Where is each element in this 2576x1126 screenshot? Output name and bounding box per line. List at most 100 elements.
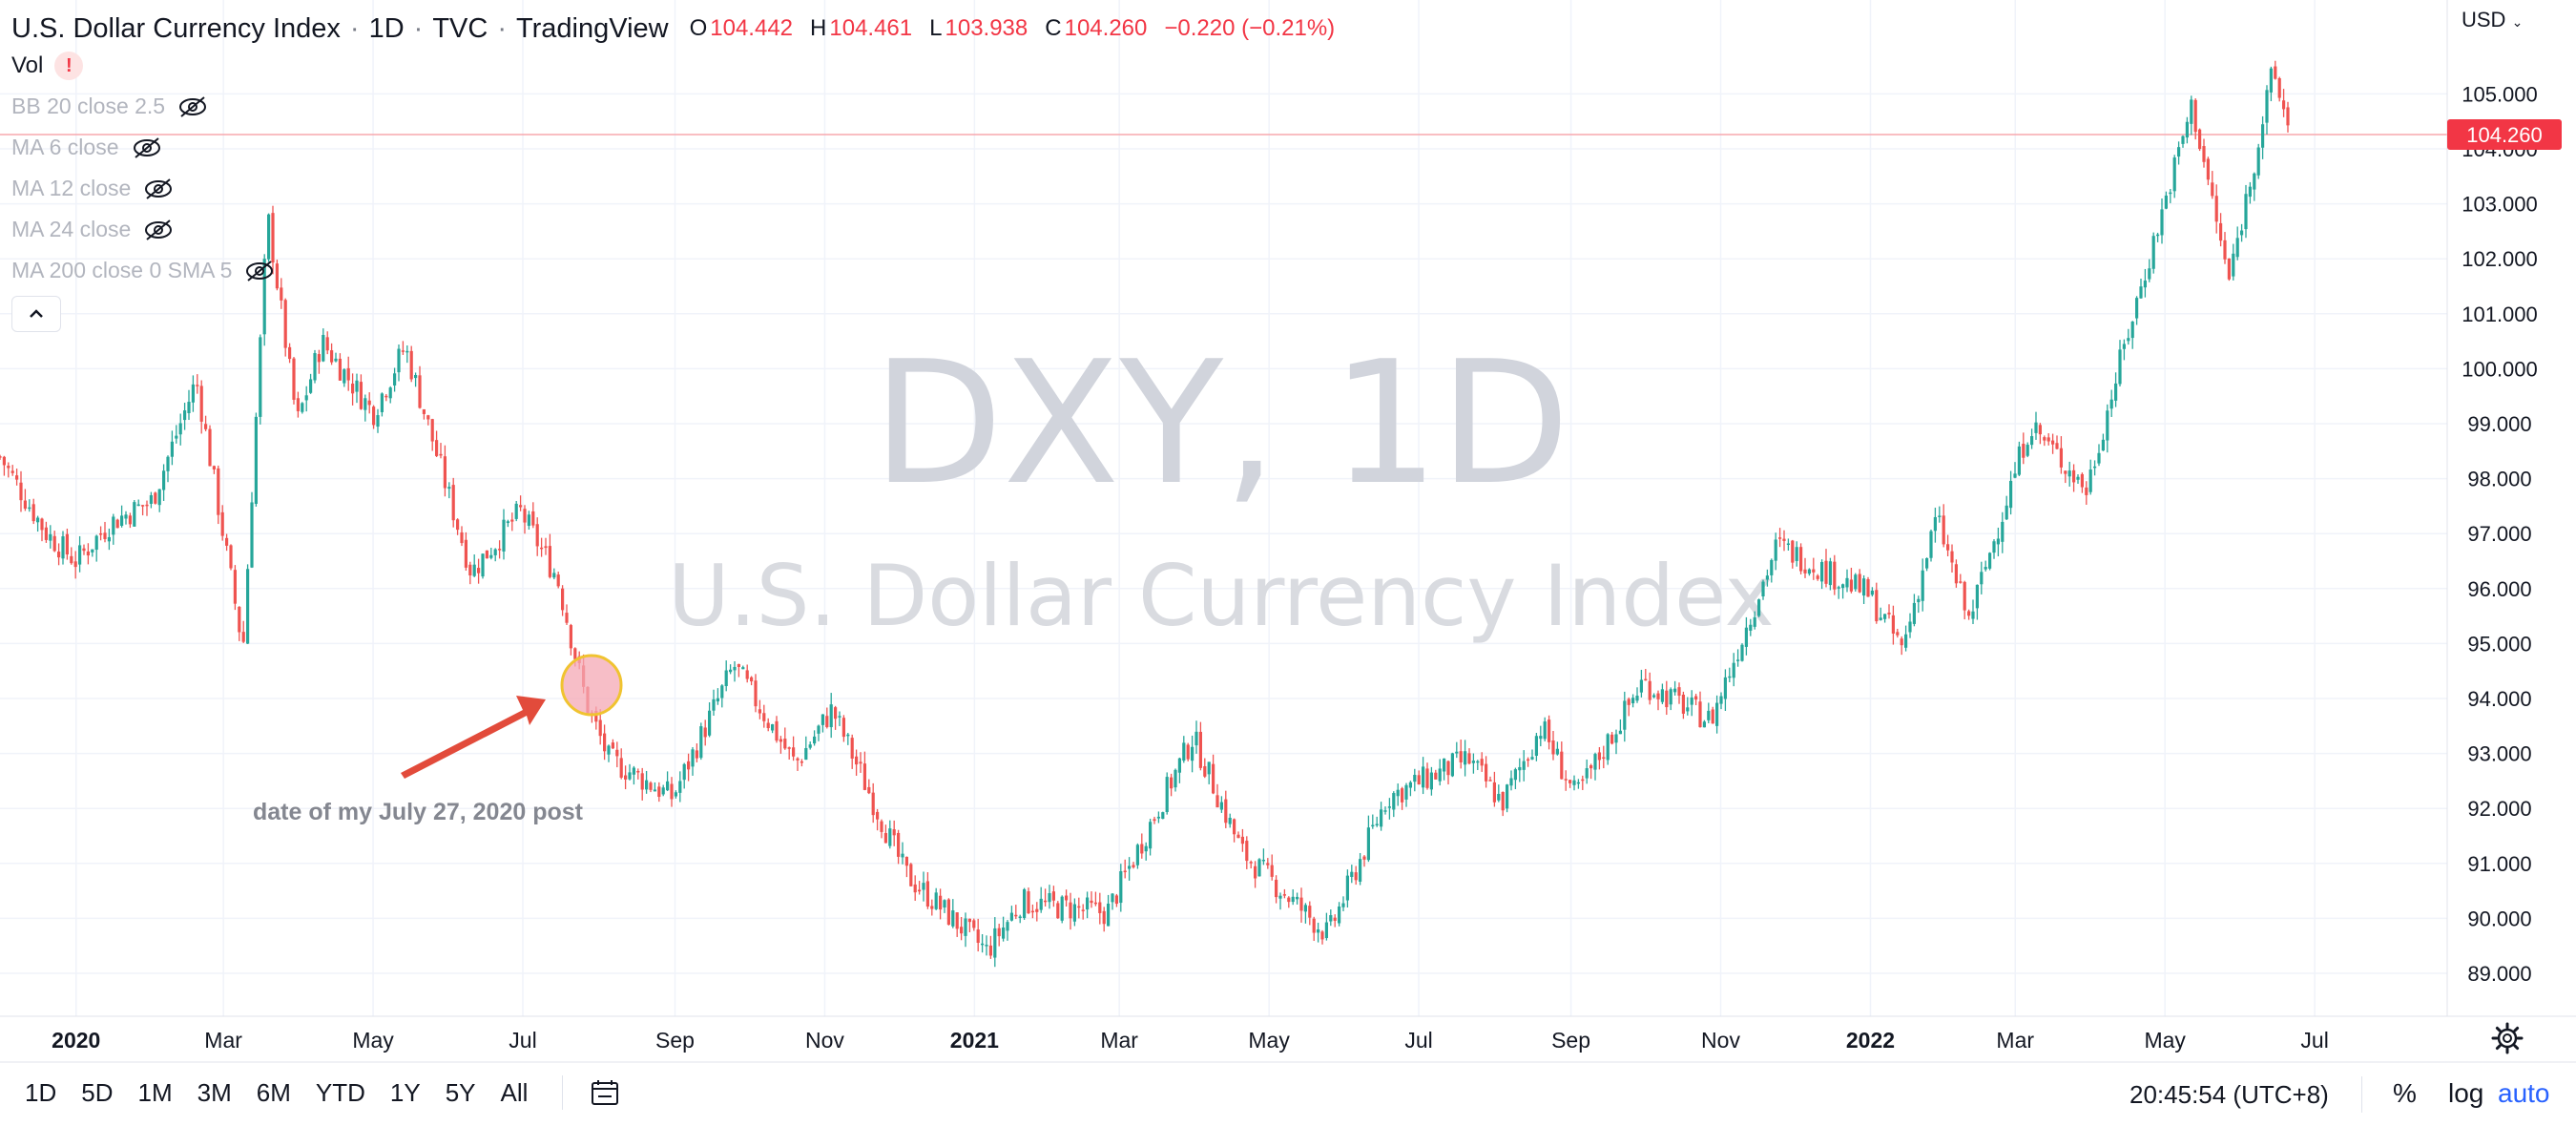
candle-body bbox=[1186, 744, 1190, 760]
candle-body bbox=[1317, 928, 1320, 933]
candle-body bbox=[1090, 900, 1093, 904]
candle-body bbox=[1614, 734, 1618, 743]
ohlc-values: O 104.442 H 104.461 L 103.938 C 104.260 −0.2… bbox=[690, 15, 1336, 42]
timeframe-5d[interactable]: 5D bbox=[81, 1077, 114, 1107]
time-axis[interactable]: 2020 Mar May Jul Sep Nov 2021 Mar May Jul Sep Nov 20… bbox=[52, 1028, 2329, 1053]
candle-body bbox=[1652, 695, 1656, 698]
candle-body bbox=[107, 536, 111, 542]
candle-body bbox=[57, 552, 61, 558]
legend-ma12[interactable]: MA 12 close bbox=[11, 176, 175, 201]
candle-body bbox=[1938, 515, 1942, 517]
candle-body bbox=[1002, 927, 1006, 939]
log-toggle[interactable]: log bbox=[2448, 1078, 2484, 1108]
candle-body bbox=[1564, 779, 1568, 781]
candle-body bbox=[2244, 194, 2248, 230]
hidden-eye-icon[interactable] bbox=[131, 136, 163, 159]
candle-body bbox=[645, 780, 649, 790]
candle-body bbox=[1639, 679, 1643, 693]
timeframe-1m[interactable]: 1M bbox=[137, 1077, 173, 1107]
price-axis[interactable]: 89.000 90.000 91.000 92.000 93.000 94.000 95.0… bbox=[2462, 82, 2538, 986]
candle-body bbox=[1527, 759, 1530, 761]
collapse-legend-button[interactable] bbox=[11, 296, 61, 332]
timeframe-1d[interactable]: 1D bbox=[25, 1077, 57, 1107]
hidden-eye-icon[interactable] bbox=[142, 177, 175, 200]
candle-body bbox=[2160, 209, 2164, 236]
candle-body bbox=[2005, 505, 2008, 520]
auto-scale-toggle[interactable]: auto bbox=[2498, 1078, 2550, 1108]
candle-body bbox=[1509, 778, 1513, 786]
hidden-eye-icon[interactable] bbox=[177, 95, 209, 118]
percent-toggle[interactable]: % bbox=[2393, 1078, 2417, 1108]
timeframe-1y[interactable]: 1Y bbox=[389, 1077, 421, 1107]
candle-body bbox=[883, 833, 887, 844]
candle-body bbox=[1123, 870, 1127, 873]
candle-body bbox=[1156, 816, 1160, 819]
candle-body bbox=[846, 734, 850, 737]
candle-body bbox=[1837, 587, 1840, 589]
candle-body bbox=[443, 456, 447, 489]
x-tick-label: May bbox=[1248, 1028, 1290, 1053]
candle-body bbox=[1207, 761, 1211, 775]
candle-body bbox=[1161, 812, 1165, 820]
candle-body bbox=[1669, 689, 1672, 705]
symbol-name[interactable]: U.S. Dollar Currency Index bbox=[11, 12, 341, 44]
candle-body bbox=[653, 789, 656, 792]
legend-vol[interactable]: Vol ! bbox=[11, 52, 84, 80]
candle-body bbox=[1702, 721, 1706, 728]
platform-label: TradingView bbox=[516, 12, 669, 44]
candle-body bbox=[1576, 782, 1580, 784]
candle-body bbox=[1740, 644, 1744, 661]
candle-body bbox=[535, 524, 539, 547]
candle-body bbox=[1610, 734, 1614, 744]
symbol-header[interactable]: U.S. Dollar Currency Index · 1D · TVC · … bbox=[11, 10, 1335, 48]
warning-icon[interactable]: ! bbox=[54, 52, 84, 80]
candle-body bbox=[149, 494, 153, 504]
legend-ma200[interactable]: MA 200 close 0 SMA 5 bbox=[11, 258, 276, 283]
candle-body bbox=[569, 625, 572, 649]
candle-body bbox=[976, 929, 980, 944]
candle-body bbox=[1413, 774, 1417, 782]
legend-ma24[interactable]: MA 24 close bbox=[11, 217, 175, 242]
candle-body bbox=[2013, 473, 2017, 478]
vol-label: Vol bbox=[11, 52, 44, 78]
candle-body bbox=[2223, 240, 2227, 260]
timeframe-5y[interactable]: 5Y bbox=[445, 1077, 476, 1107]
candle-body bbox=[1581, 779, 1585, 782]
candle-body bbox=[1883, 614, 1887, 619]
date-range-icon[interactable] bbox=[590, 1078, 620, 1107]
legend-bb[interactable]: BB 20 close 2.5 bbox=[11, 94, 209, 119]
settings-gear-icon[interactable] bbox=[2491, 1022, 2524, 1054]
candle-body bbox=[191, 384, 195, 403]
timeframe-6m[interactable]: 6M bbox=[256, 1077, 291, 1107]
candle-body bbox=[489, 554, 493, 558]
candle-body bbox=[61, 536, 65, 559]
hidden-eye-icon[interactable] bbox=[243, 260, 276, 282]
candle-body bbox=[1044, 900, 1048, 903]
y-tick-label: 94.000 bbox=[2467, 687, 2531, 711]
candle-body bbox=[422, 408, 426, 414]
indicator-label: MA 24 close bbox=[11, 217, 132, 241]
candle-body bbox=[1077, 906, 1081, 908]
timeframe-3m[interactable]: 3M bbox=[197, 1077, 232, 1107]
candle-body bbox=[548, 546, 551, 577]
candle-body bbox=[615, 749, 619, 757]
legend-ma6[interactable]: MA 6 close bbox=[11, 135, 163, 160]
currency-selector[interactable]: USD ⌄ bbox=[2462, 8, 2523, 32]
candle-body bbox=[934, 892, 938, 909]
x-tick-label: Jul bbox=[509, 1028, 536, 1053]
time-zone-clock[interactable]: 20:45:54 (UTC+8) bbox=[2129, 1080, 2329, 1109]
hidden-eye-icon[interactable] bbox=[142, 219, 175, 241]
candle-body bbox=[1715, 702, 1719, 726]
timeframe-ytd[interactable]: YTD bbox=[315, 1077, 365, 1107]
candle-body bbox=[2130, 322, 2134, 339]
candle-body bbox=[208, 428, 212, 467]
candle-body bbox=[133, 502, 136, 527]
candle-body bbox=[275, 263, 279, 289]
interval-label[interactable]: 1D bbox=[368, 12, 405, 44]
candle-body bbox=[1501, 791, 1505, 811]
candle-body bbox=[162, 470, 166, 490]
timeframe-all[interactable]: All bbox=[500, 1077, 529, 1107]
candle-body bbox=[1560, 751, 1564, 780]
currency-label: USD bbox=[2462, 8, 2506, 31]
